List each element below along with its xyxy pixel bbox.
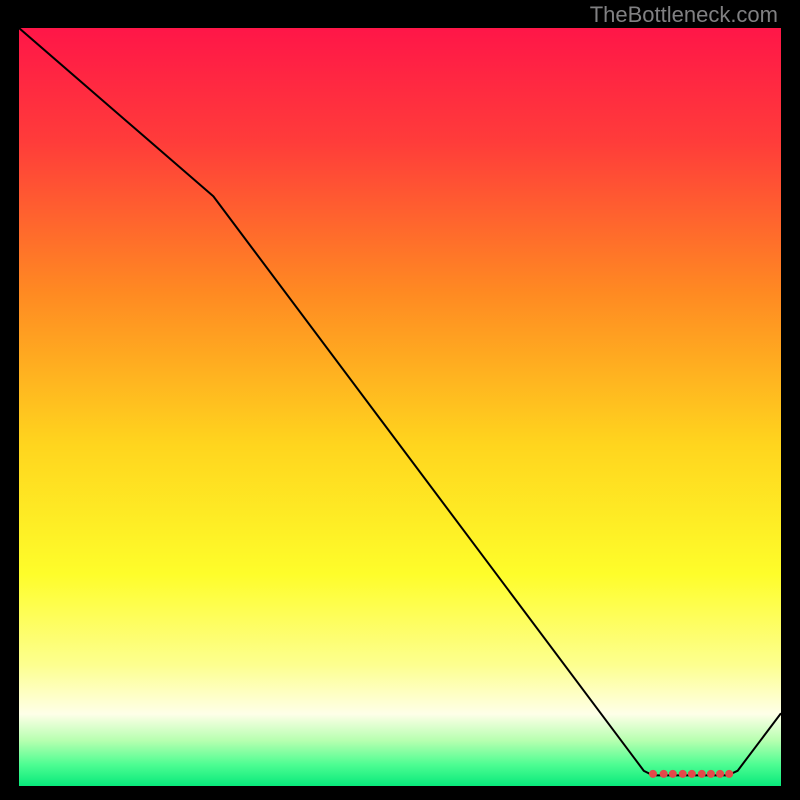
chart-background — [19, 28, 781, 786]
optimal-marker — [649, 770, 657, 778]
chart-plot-area — [19, 28, 781, 786]
source-watermark: TheBottleneck.com — [590, 2, 778, 28]
optimal-marker — [660, 770, 668, 778]
optimal-marker — [725, 770, 733, 778]
figure-root: TheBottleneck.com — [0, 0, 800, 800]
chart-svg — [19, 28, 781, 786]
optimal-marker — [679, 770, 687, 778]
optimal-marker — [698, 770, 706, 778]
optimal-marker — [669, 770, 677, 778]
optimal-marker — [707, 770, 715, 778]
optimal-marker — [688, 770, 696, 778]
optimal-marker — [716, 770, 724, 778]
